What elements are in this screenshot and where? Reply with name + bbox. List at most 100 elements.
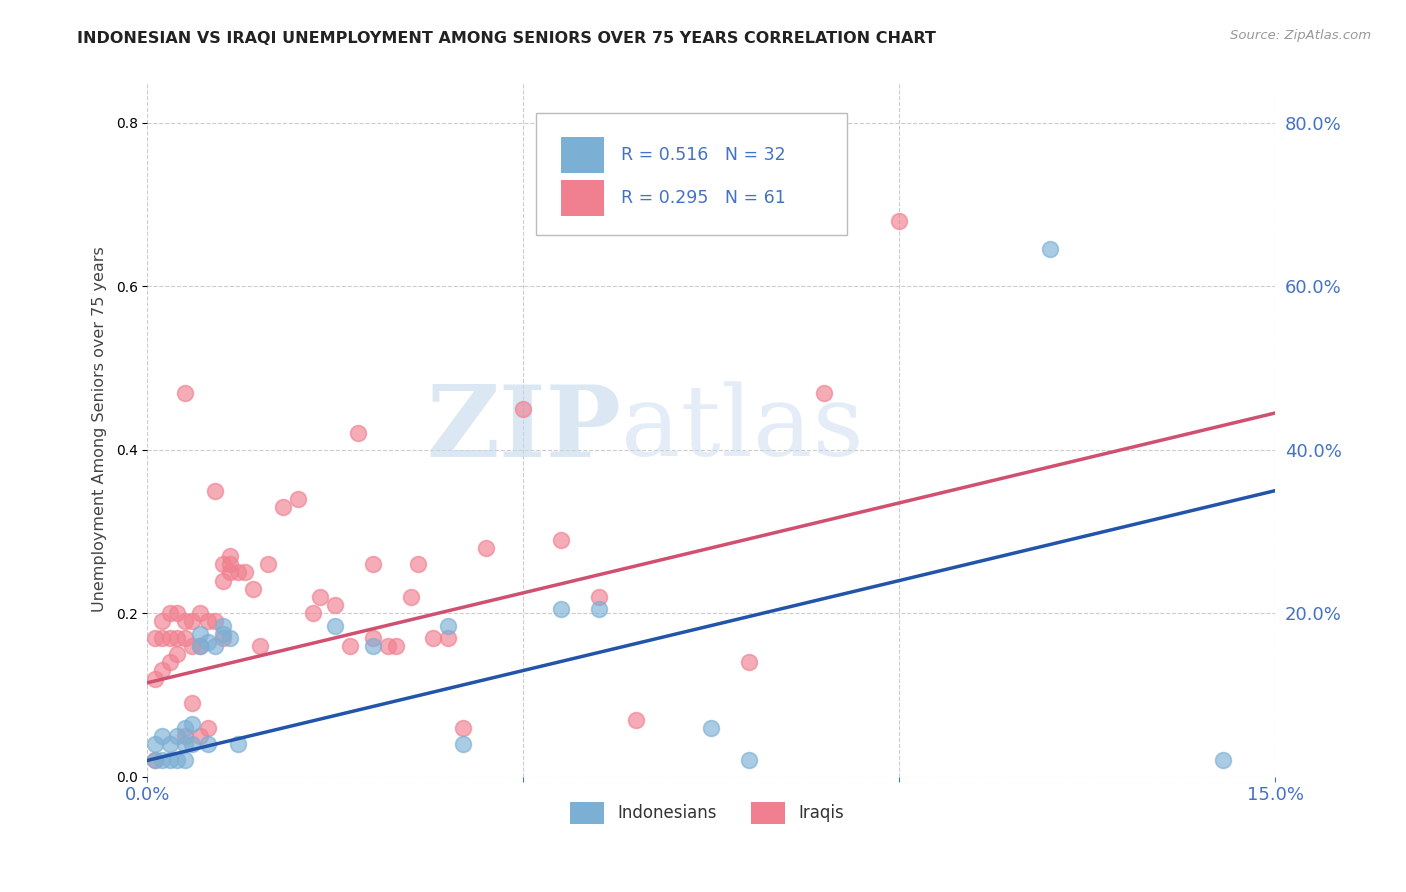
Point (143, 672, 166, 686)
Point (451, 737, 474, 751)
Point (361, 639, 384, 653)
Point (174, 737, 197, 751)
Point (249, 639, 271, 653)
Point (1212, 753, 1234, 767)
Point (588, 590, 610, 604)
Point (159, 656, 181, 670)
Point (512, 401, 534, 416)
Point (361, 631, 384, 645)
Point (204, 483, 226, 498)
Point (188, 729, 211, 743)
Point (219, 631, 242, 645)
Point (152, 631, 174, 645)
Point (143, 753, 166, 767)
Point (339, 639, 361, 653)
Point (204, 639, 226, 653)
Text: R = 0.295   N = 61: R = 0.295 N = 61 (621, 189, 786, 207)
Point (377, 639, 399, 653)
Point (451, 721, 474, 735)
Point (738, 656, 761, 670)
Point (211, 558, 233, 572)
Point (159, 607, 181, 621)
Point (188, 607, 211, 621)
Point (159, 737, 181, 751)
Point (211, 574, 233, 588)
Point (550, 602, 572, 616)
Point (152, 664, 174, 678)
Point (211, 626, 233, 640)
Point (174, 753, 197, 767)
Point (159, 753, 181, 767)
FancyBboxPatch shape (751, 802, 785, 824)
Point (226, 737, 249, 751)
FancyBboxPatch shape (561, 179, 605, 216)
Point (211, 631, 233, 645)
Point (166, 631, 188, 645)
Point (309, 590, 332, 604)
Point (197, 615, 219, 629)
Point (204, 615, 226, 629)
FancyBboxPatch shape (537, 113, 846, 235)
FancyBboxPatch shape (561, 136, 605, 173)
Point (188, 626, 211, 640)
Point (197, 721, 219, 735)
Text: Iraqis: Iraqis (799, 804, 844, 822)
Point (226, 566, 249, 580)
Point (325, 618, 347, 632)
Point (437, 631, 460, 645)
Point (889, 214, 911, 228)
Point (143, 737, 166, 751)
Point (700, 721, 723, 735)
Point (219, 558, 242, 572)
Point (166, 647, 188, 661)
Point (422, 631, 444, 645)
Text: Indonesians: Indonesians (617, 804, 717, 822)
Point (188, 639, 211, 653)
Text: atlas: atlas (621, 382, 863, 477)
Point (152, 753, 174, 767)
Point (1039, 243, 1062, 257)
Point (219, 566, 242, 580)
Point (813, 385, 835, 400)
Text: INDONESIAN VS IRAQI UNEMPLOYMENT AMONG SENIORS OVER 75 YEARS CORRELATION CHART: INDONESIAN VS IRAQI UNEMPLOYMENT AMONG S… (77, 31, 936, 46)
Point (197, 737, 219, 751)
Point (188, 639, 211, 653)
Point (287, 491, 309, 506)
Point (219, 549, 242, 563)
Point (166, 753, 188, 767)
Point (174, 631, 197, 645)
Point (181, 639, 204, 653)
Point (406, 558, 429, 572)
Point (174, 729, 197, 743)
Y-axis label: Unemployment Among Seniors over 75 years: Unemployment Among Seniors over 75 years (93, 246, 107, 612)
Point (624, 713, 647, 727)
Point (166, 607, 188, 621)
Point (256, 558, 278, 572)
Point (474, 541, 496, 555)
Point (211, 618, 233, 632)
Point (233, 566, 256, 580)
Point (399, 590, 422, 604)
Point (174, 615, 197, 629)
Point (152, 729, 174, 743)
Point (174, 721, 197, 735)
Point (271, 500, 294, 514)
Point (197, 635, 219, 649)
Point (301, 607, 323, 621)
Point (738, 753, 761, 767)
Point (181, 737, 204, 751)
Point (159, 631, 181, 645)
Point (384, 639, 406, 653)
Point (143, 631, 166, 645)
Point (437, 618, 460, 632)
Point (588, 602, 610, 616)
Text: R = 0.516   N = 32: R = 0.516 N = 32 (621, 145, 786, 163)
Point (347, 426, 370, 441)
Point (361, 558, 384, 572)
Point (325, 598, 347, 612)
Text: ZIP: ZIP (426, 381, 621, 478)
Point (550, 533, 572, 547)
Point (166, 729, 188, 743)
Point (181, 696, 204, 710)
Point (143, 753, 166, 767)
